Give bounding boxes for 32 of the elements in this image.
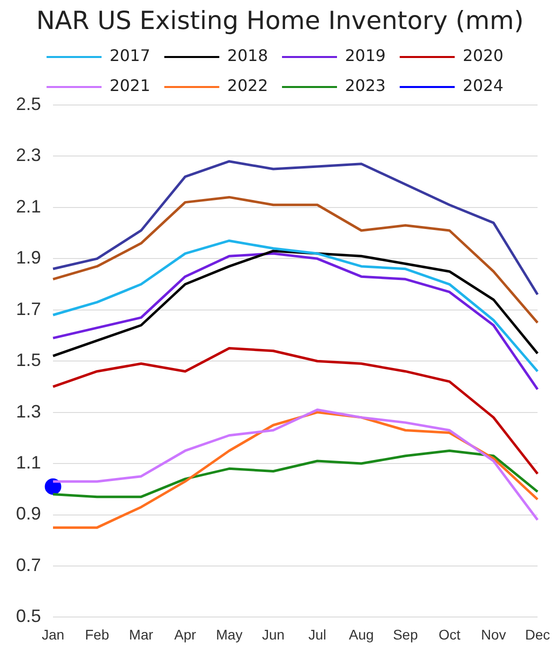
y-tick-label: 0.7: [16, 554, 42, 575]
y-tick-label: 1.3: [16, 401, 42, 422]
legend-label: 2020: [462, 46, 504, 66]
legend-label: 2019: [345, 46, 386, 66]
y-tick-label: 1.5: [16, 350, 42, 370]
x-tick-label: Apr: [174, 626, 196, 642]
legend-label: 2017: [110, 46, 150, 66]
x-tick-label: Mar: [129, 626, 154, 642]
x-tick-label: Jan: [42, 626, 64, 642]
x-tick-label: Sep: [392, 626, 418, 642]
y-tick-label: 0.9: [16, 504, 42, 524]
y-tick-label: 1.9: [16, 248, 42, 268]
x-tick-label: May: [216, 626, 242, 642]
y-tick-label: 2.1: [16, 196, 42, 216]
legend-label: 2024: [462, 76, 504, 96]
y-tick-label: 2.3: [16, 145, 42, 166]
y-tick-label: 1.7: [16, 298, 42, 319]
legend-label: 2022: [227, 76, 268, 96]
y-tick-label: 2.5: [16, 94, 42, 114]
x-tick-label: Nov: [481, 626, 506, 642]
x-tick-label: Feb: [85, 626, 110, 642]
x-tick-label: Aug: [348, 626, 374, 642]
legend-label: 2021: [110, 76, 150, 96]
chart-title: NAR US Existing Home Inventory (mm): [35, 6, 525, 35]
x-tick-label: Oct: [438, 626, 460, 642]
y-tick-label: 1.1: [16, 452, 42, 473]
legend-label: 2023: [345, 76, 386, 96]
x-tick-label: Jun: [262, 626, 285, 642]
y-tick-label: 0.5: [16, 606, 42, 626]
x-tick-label: Jul: [308, 626, 326, 642]
legend-label: 2018: [227, 46, 268, 66]
x-tick-label: Dec: [525, 626, 550, 642]
